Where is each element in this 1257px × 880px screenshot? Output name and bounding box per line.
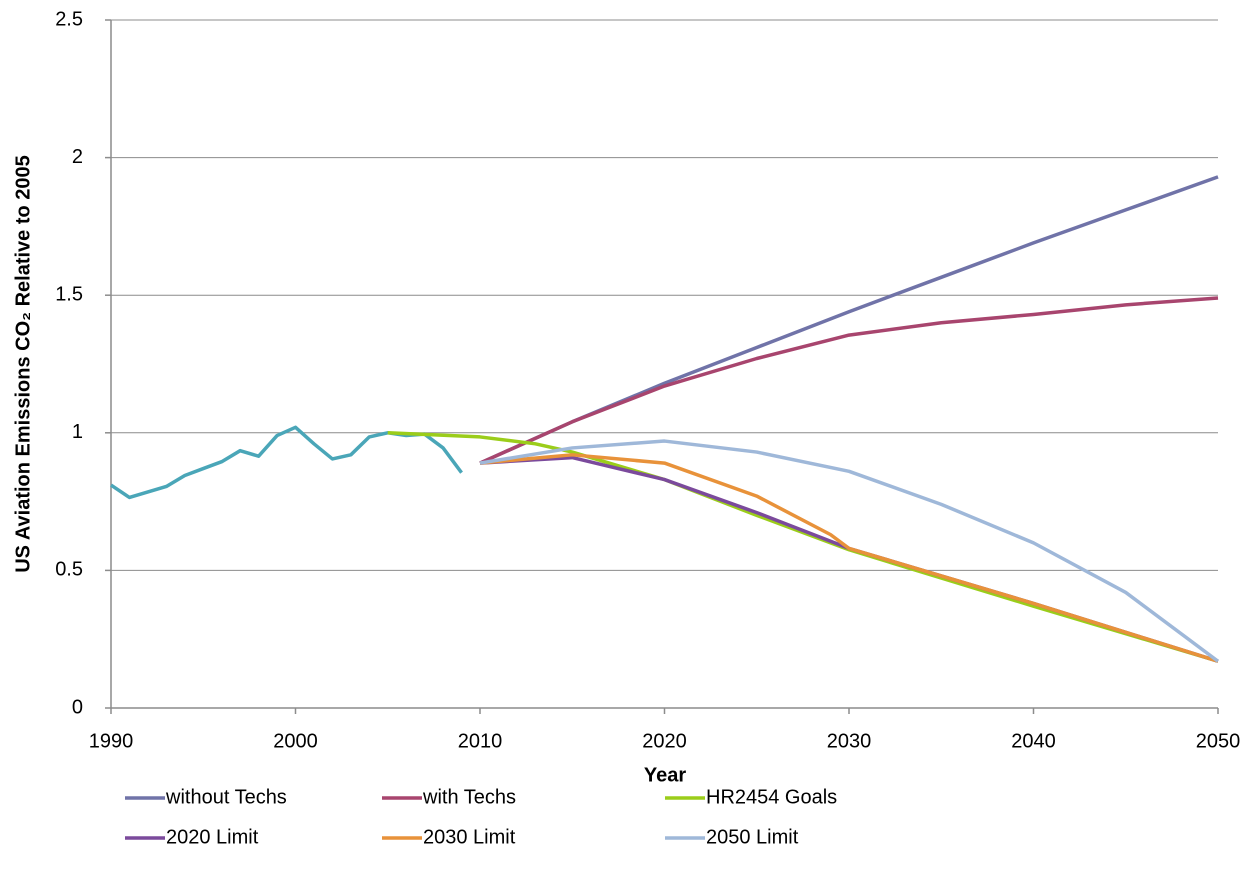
y-tick-label: 2.5 bbox=[55, 8, 83, 30]
x-tick-label: 2000 bbox=[273, 730, 318, 752]
y-tick-label: 0 bbox=[72, 696, 83, 718]
legend-label: with Techs bbox=[422, 786, 516, 808]
series-line bbox=[479, 296, 1219, 465]
series-line bbox=[479, 439, 1220, 663]
series-line bbox=[479, 453, 1219, 663]
legend-label: 2020 Limit bbox=[166, 826, 259, 848]
x-tick-label: 2010 bbox=[458, 730, 503, 752]
series-line bbox=[110, 425, 463, 500]
y-tick-label: 1 bbox=[72, 421, 83, 443]
series-line bbox=[387, 431, 1219, 663]
y-axis-label: US Aviation Emissions CO₂ Relative to 20… bbox=[12, 155, 34, 573]
series-line bbox=[479, 455, 1219, 663]
y-tick-label: 1.5 bbox=[55, 283, 83, 305]
legend-label: HR2454 Goals bbox=[706, 786, 837, 808]
legend-label: 2030 Limit bbox=[423, 826, 516, 848]
x-tick-label: 2030 bbox=[827, 730, 872, 752]
x-tick-label: 2040 bbox=[1011, 730, 1056, 752]
series-line bbox=[479, 175, 1219, 465]
x-tick-label: 2020 bbox=[642, 730, 687, 752]
y-tick-label: 2 bbox=[72, 146, 83, 168]
legend-label: without Techs bbox=[165, 786, 287, 808]
x-tick-label: 2050 bbox=[1196, 730, 1241, 752]
x-axis-label: Year bbox=[644, 764, 686, 786]
y-tick-label: 0.5 bbox=[55, 559, 83, 581]
x-tick-label: 1990 bbox=[89, 730, 134, 752]
legend-label: 2050 Limit bbox=[706, 826, 799, 848]
